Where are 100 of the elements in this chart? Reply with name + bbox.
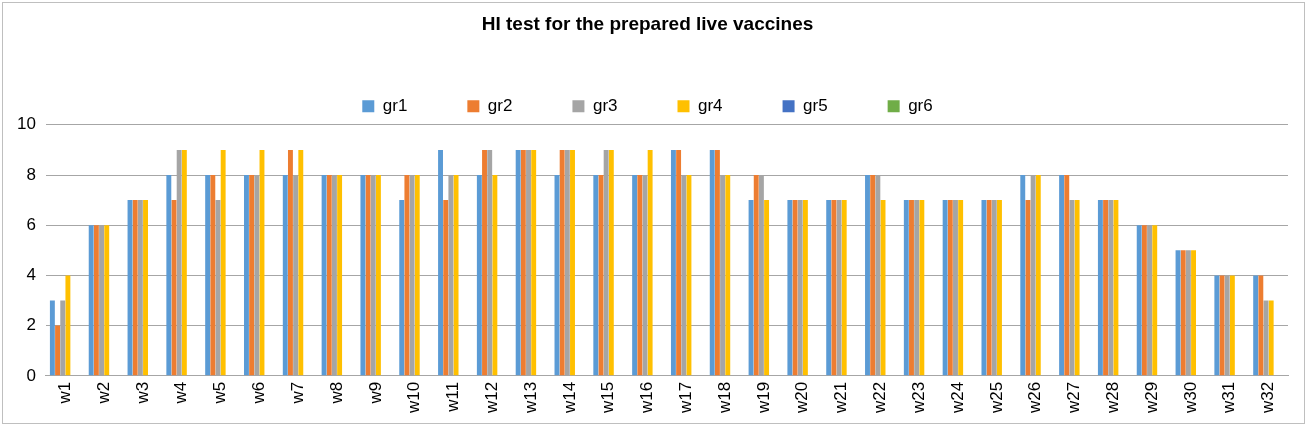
x-tick-label: w5	[210, 381, 230, 405]
bar	[1064, 175, 1070, 376]
bar	[792, 200, 798, 376]
bar	[375, 175, 381, 376]
x-tick-label: w12	[481, 381, 501, 414]
x-tick-label: w25	[986, 381, 1006, 414]
bar	[802, 200, 808, 376]
x-tick-label: w8	[326, 381, 346, 405]
bar	[1025, 200, 1031, 376]
bar	[49, 300, 55, 376]
bar	[65, 275, 71, 376]
legend-label: gr5	[803, 95, 828, 115]
bar	[1141, 225, 1147, 376]
bar	[132, 200, 138, 376]
bar	[841, 200, 847, 376]
bar	[676, 149, 682, 376]
y-tick-label: 2	[26, 315, 36, 335]
bar	[632, 175, 638, 376]
bar	[404, 175, 410, 376]
bar	[1191, 250, 1197, 376]
bar	[492, 175, 498, 376]
x-tick-label: w1	[55, 381, 74, 405]
x-tick-label: w9	[365, 381, 385, 405]
bar	[725, 175, 731, 376]
x-tick-label: w21	[831, 381, 851, 414]
x-tick-label: w27	[1064, 381, 1084, 414]
bar	[865, 175, 870, 376]
bar	[764, 200, 770, 376]
bar	[986, 200, 992, 376]
bar	[104, 225, 110, 376]
x-tick-label: w31	[1219, 381, 1239, 414]
bar	[593, 175, 599, 376]
bar	[531, 149, 537, 376]
bar	[981, 200, 987, 376]
bar	[414, 175, 420, 376]
bar	[787, 200, 793, 376]
bar	[244, 175, 249, 376]
bar	[1103, 200, 1109, 376]
bar	[337, 175, 343, 376]
bar	[947, 200, 953, 376]
x-tick-label: w2	[93, 381, 113, 405]
chart-title: HI test for the prepared live vaccines	[481, 12, 814, 34]
bar	[1059, 175, 1065, 376]
x-tick-label: w4	[171, 381, 191, 405]
bar	[1035, 175, 1041, 376]
x-tick-label: w22	[870, 381, 890, 414]
bar	[1136, 225, 1142, 376]
legend-label: gr6	[908, 95, 933, 115]
bar	[1097, 200, 1103, 376]
bar	[942, 200, 948, 376]
bar	[1214, 275, 1220, 376]
y-tick-label: 8	[26, 164, 36, 184]
x-tick-label: w18	[714, 381, 734, 414]
y-tick-label: 6	[26, 214, 36, 234]
bar	[205, 175, 211, 376]
x-tick-label: w6	[249, 381, 269, 405]
x-tick-label: w30	[1180, 381, 1200, 414]
bar	[637, 175, 643, 376]
bar	[326, 175, 332, 376]
bar	[1180, 250, 1186, 376]
x-tick-label: w26	[1025, 381, 1045, 414]
bar	[321, 175, 327, 376]
legend-label: gr1	[382, 95, 408, 115]
bar	[515, 149, 521, 376]
bar	[166, 175, 172, 376]
bar	[1258, 275, 1264, 376]
legend-label: gr3	[592, 95, 618, 115]
bar	[909, 200, 914, 376]
bar	[1268, 300, 1274, 376]
bar	[453, 175, 459, 376]
bar	[476, 175, 482, 376]
bar	[220, 149, 226, 376]
bar	[686, 175, 692, 376]
bar	[559, 149, 565, 376]
y-tick-label: 10	[16, 114, 36, 134]
bar	[714, 149, 720, 376]
bar	[360, 175, 366, 376]
x-tick-label: w29	[1141, 381, 1161, 414]
bar	[748, 200, 754, 376]
legend-label: gr2	[487, 95, 513, 115]
x-tick-label: w23	[908, 381, 928, 414]
bar	[1152, 225, 1158, 376]
bar	[1020, 175, 1026, 376]
bar	[958, 200, 964, 376]
bar	[1113, 200, 1119, 376]
x-tick-label: w32	[1258, 381, 1278, 414]
bar	[399, 200, 405, 376]
x-tick-label: w3	[132, 381, 152, 405]
bar	[997, 200, 1002, 376]
bar	[88, 225, 94, 376]
bar	[520, 149, 526, 376]
bar	[870, 175, 876, 376]
y-tick-label: 0	[26, 365, 36, 385]
bar	[249, 175, 255, 376]
bar	[438, 149, 443, 376]
bar	[1253, 275, 1259, 376]
bar	[826, 200, 832, 376]
bar	[1074, 200, 1080, 376]
x-tick-label: w14	[559, 381, 579, 414]
bar	[1229, 275, 1235, 376]
